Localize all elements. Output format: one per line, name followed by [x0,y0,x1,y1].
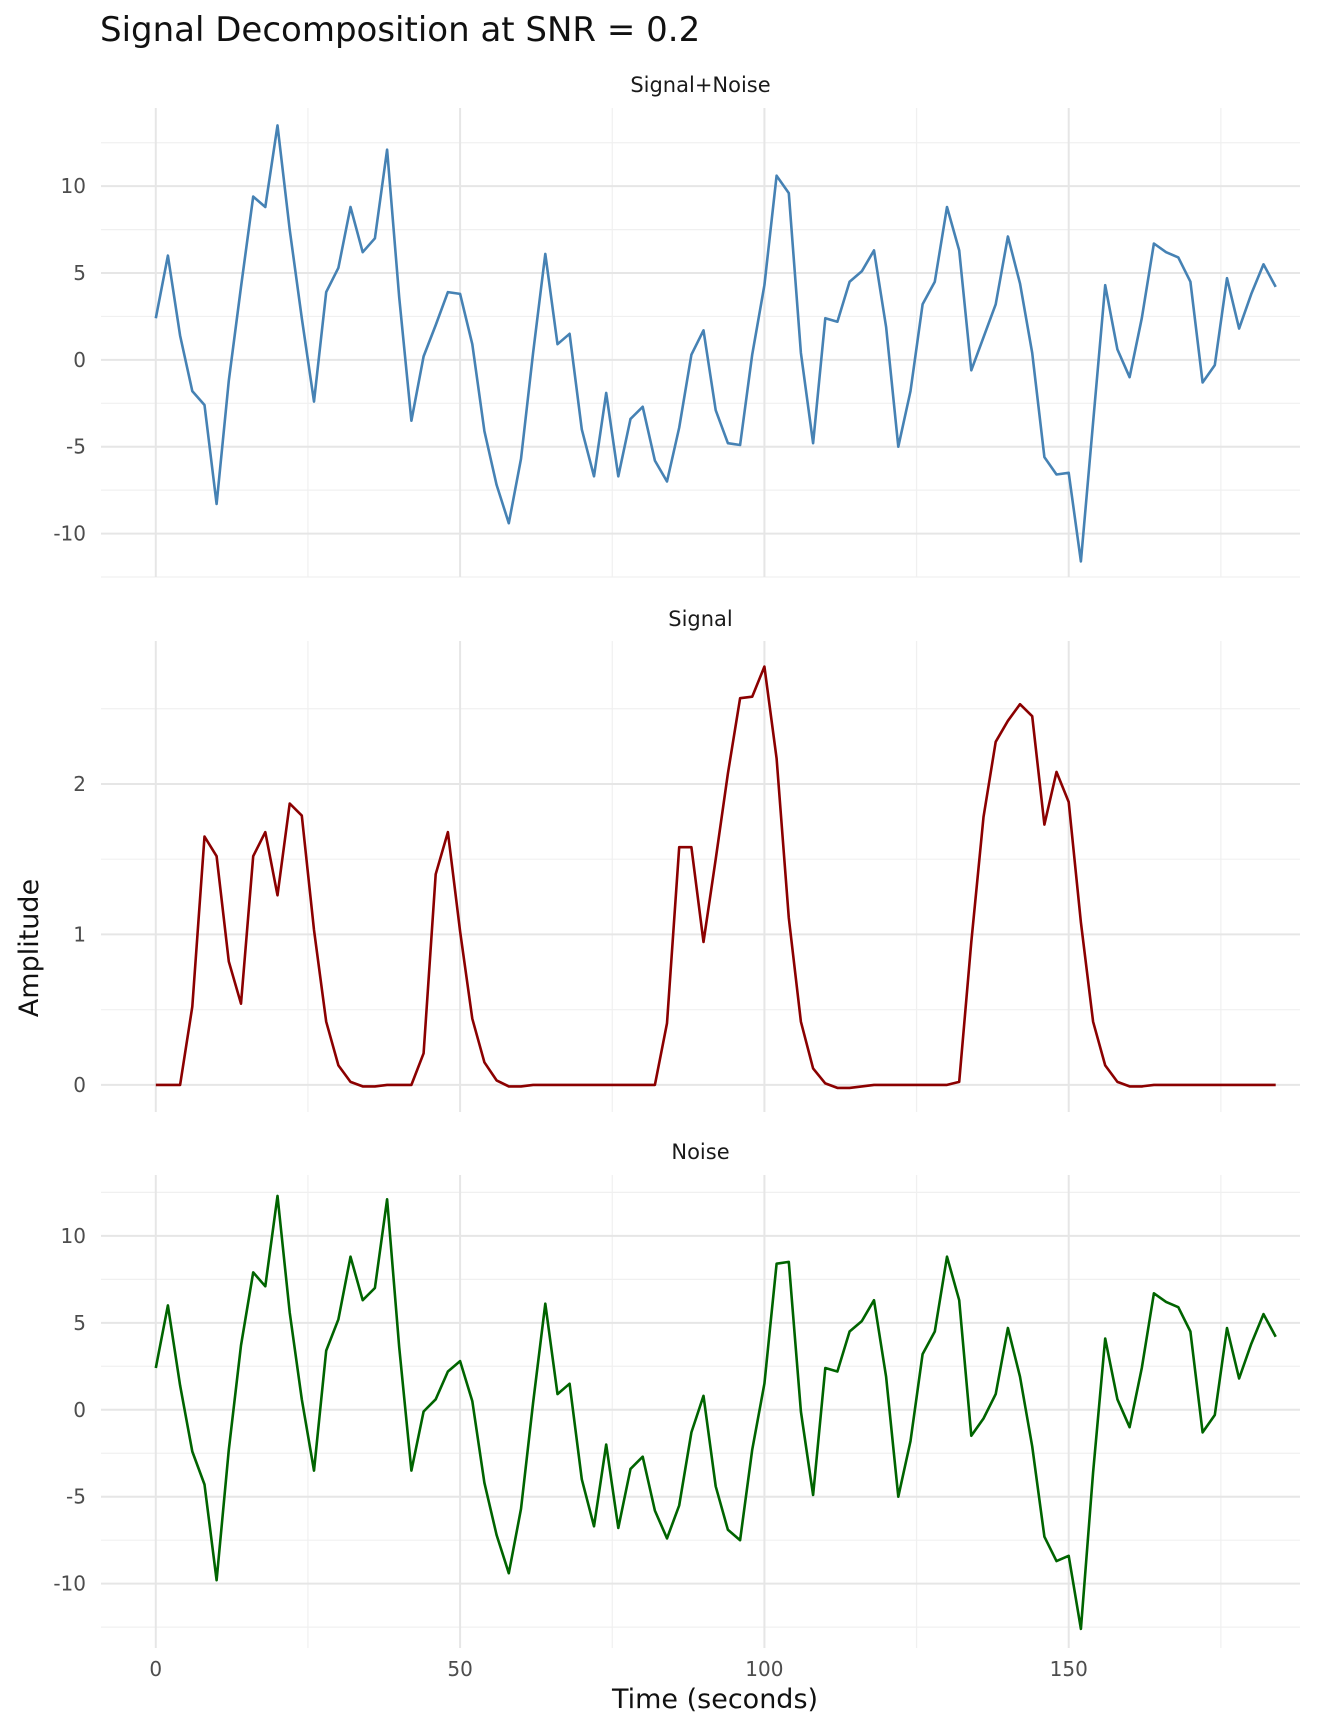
y-tick-label: 0 [73,1073,86,1097]
x-tick-label: 150 [1050,1657,1088,1681]
series-line-signal [155,665,1276,1090]
y-tick-label: 2 [73,772,86,796]
y-tick-label: -10 [53,522,86,546]
series-line-signal-noise [154,124,1277,563]
panel-noise: -10 -5 0 5 10 Noise [53,1140,1300,1648]
y-tick-label: 1 [73,922,86,946]
panel-strip-label: Signal [668,607,733,631]
x-tick-label: 0 [149,1657,162,1681]
y-tick-label: 5 [73,261,86,285]
panels-layer: -10 -5 0 5 10 Signal+Noise 0 1 2 Signal -10 -5 0 5 10 N… [53,73,1300,1648]
panel-strip-label: Signal+Noise [630,73,770,97]
y-tick-label: 0 [73,348,86,372]
x-tick-label: 50 [447,1657,472,1681]
y-tick-label: 10 [61,1224,86,1248]
x-axis-title: Time (seconds) [611,1684,818,1715]
y-tick-label: -10 [53,1572,86,1596]
panel-strip-label: Noise [671,1140,729,1164]
chart-title: Signal Decomposition at SNR = 0.2 [100,10,701,50]
y-tick-label: 10 [61,174,86,198]
y-tick-label: -5 [66,1485,86,1509]
y-tick-label: -5 [66,435,86,459]
y-tick-label: 0 [73,1398,86,1422]
x-axis: 0 50 100 150 [149,1657,1087,1681]
y-axis-title: Amplitude [14,879,45,1017]
y-tick-label: 5 [73,1311,86,1335]
panel-signal: 0 1 2 Signal [73,607,1300,1112]
x-tick-label: 100 [745,1657,783,1681]
series-line-noise [154,1194,1277,1631]
panel-signal-noise: -10 -5 0 5 10 Signal+Noise [53,73,1300,578]
